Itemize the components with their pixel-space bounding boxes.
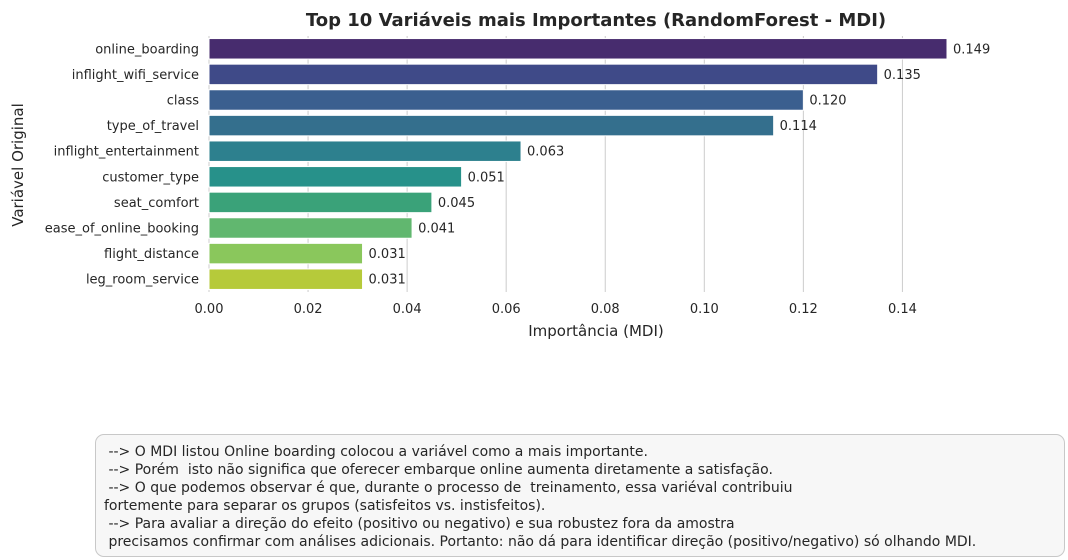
x-tick-label: 0.12 xyxy=(789,302,818,317)
note-line: --> O que podemos observar é que, durant… xyxy=(104,479,793,496)
bar-inflight_entertainment xyxy=(208,140,522,162)
x-axis-label: Importância (MDI) xyxy=(528,322,663,340)
bar-value-label: 0.120 xyxy=(809,94,846,109)
bar-value-label: 0.031 xyxy=(369,273,406,288)
bar-value-label: 0.114 xyxy=(780,119,817,134)
note-line: --> Porém isto não significa que oferece… xyxy=(104,461,773,478)
x-tick-label: 0.10 xyxy=(690,302,719,317)
bar-online_boarding xyxy=(208,38,948,60)
y-tick-label: seat_comfort xyxy=(114,196,199,211)
note-line: precisamos confirmar com análises adicio… xyxy=(104,533,977,550)
bar-value-labels: 0.149 0.135 0.120 0.114 0.063 0.051 0.045 0.041… xyxy=(369,42,991,287)
bar-value-label: 0.135 xyxy=(884,68,921,83)
bar-inflight_wifi_service xyxy=(208,63,879,86)
y-tick-labels: online_boarding inflight_wifi_serviceclas… xyxy=(45,42,199,287)
note-line: fortemente para separar os grupos (satis… xyxy=(104,497,546,514)
bar-value-label: 0.041 xyxy=(418,222,455,237)
bar-value-label: 0.051 xyxy=(468,170,505,185)
x-tick-label: 0.06 xyxy=(492,302,521,317)
x-tick-labels: 0.00 0.02 0.04 0.06 0.08 0.10 0.12 0.14 xyxy=(195,302,917,317)
bar-leg_room_service xyxy=(208,268,364,290)
annotation-note-box: --> O MDI listou Online boarding colocou… xyxy=(95,434,1065,557)
y-axis-label: Variável Original xyxy=(9,103,27,227)
bar-value-label: 0.149 xyxy=(953,42,990,57)
note-line: --> O MDI listou Online boarding colocou… xyxy=(104,444,648,460)
bar-type_of_travel xyxy=(208,114,775,137)
y-tick-label: online_boarding xyxy=(95,42,199,57)
bar-ease_of_online_booking xyxy=(208,217,413,239)
y-tick-label: class xyxy=(167,94,199,109)
y-tick-label: ease_of_online_booking xyxy=(45,222,199,237)
bar-customer_type xyxy=(208,166,463,188)
chart-title: Top 10 Variáveis mais Importantes (Rando… xyxy=(306,10,886,31)
x-tick-label: 0.14 xyxy=(888,302,917,317)
feature-importance-chart: Top 10 Variáveis mais Importantes (Rando… xyxy=(9,10,991,340)
x-tick-label: 0.08 xyxy=(591,302,620,317)
bar-value-label: 0.031 xyxy=(369,247,406,262)
x-tick-label: 0.00 xyxy=(195,302,224,317)
y-tick-label: type_of_travel xyxy=(107,119,199,134)
bar-class xyxy=(208,89,804,111)
y-tick-label: flight_distance xyxy=(104,247,199,262)
bar-value-label: 0.045 xyxy=(438,196,475,211)
bar-seat_comfort xyxy=(208,191,433,214)
y-tick-label: inflight_entertainment xyxy=(54,145,199,160)
bar-flight_distance xyxy=(208,242,364,265)
bars xyxy=(208,38,948,290)
note-line: --> Para avaliar a direção do efeito (po… xyxy=(104,515,735,532)
x-tick-label: 0.04 xyxy=(393,302,422,317)
y-tick-label: leg_room_service xyxy=(86,273,199,288)
bar-value-label: 0.063 xyxy=(527,145,564,160)
y-tick-label: inflight_wifi_service xyxy=(72,68,199,83)
y-tick-label: customer_type xyxy=(102,170,199,185)
x-tick-label: 0.02 xyxy=(294,302,323,317)
